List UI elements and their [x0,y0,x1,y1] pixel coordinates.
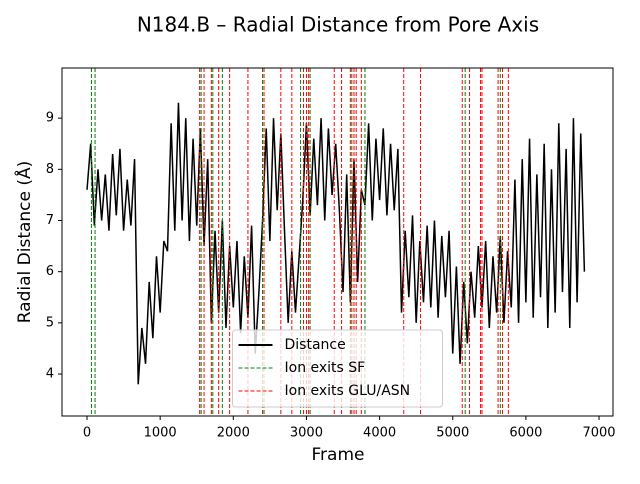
chart-title: N184.B – Radial Distance from Pore Axis [137,13,539,37]
y-tick-label: 7 [46,213,54,228]
x-tick-label: 4000 [363,426,396,441]
x-tick-label: 7000 [582,426,615,441]
y-tick-label: 9 [46,111,54,126]
plot-frame [61,67,614,417]
legend-label: Ion exits SF [285,360,366,376]
x-tick-label: 0 [83,426,91,441]
y-axis-label: Radial Distance (Å) [13,161,35,324]
y-tick-label: 5 [46,315,54,330]
data-line [86,102,586,385]
x-tick-label: 1000 [144,426,177,441]
x-tick-label: 5000 [436,426,469,441]
x-tick-label: 6000 [509,426,542,441]
x-axis-label: Frame [312,445,365,465]
y-tick-label: 4 [46,367,54,382]
legend-label: Distance [285,337,346,353]
x-tick-label: 2000 [217,426,250,441]
legend-box [232,329,443,408]
legend-label: Ion exits GLU/ASN [285,383,411,399]
y-tick-label: 8 [46,162,54,177]
x-tick-label: 3000 [290,426,323,441]
y-tick-label: 6 [46,264,54,279]
